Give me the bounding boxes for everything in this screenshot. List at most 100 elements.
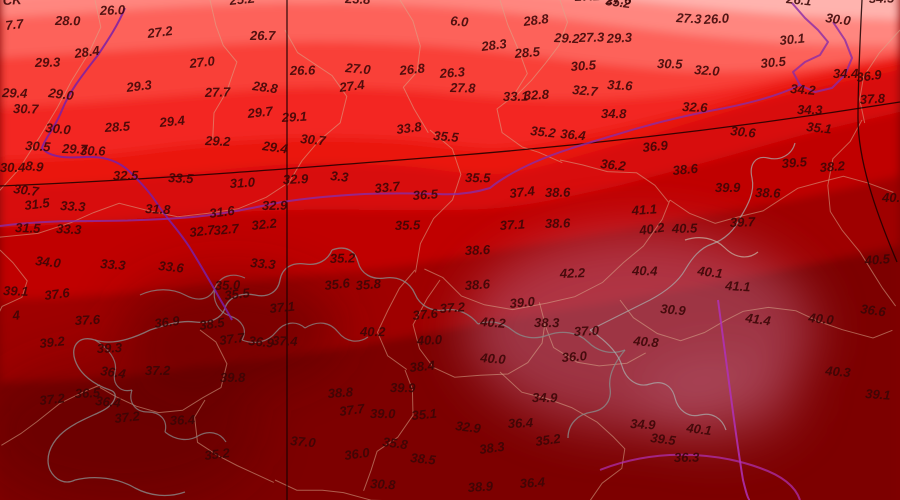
svg-text:40.2: 40.2	[359, 324, 386, 339]
svg-text:28.0: 28.0	[54, 13, 81, 28]
svg-text:36.9: 36.9	[642, 138, 669, 155]
svg-text:38.5: 38.5	[410, 450, 437, 468]
svg-text:35.2: 35.2	[330, 250, 357, 266]
svg-text:39.1: 39.1	[865, 386, 891, 403]
svg-text:37.4: 37.4	[272, 333, 299, 349]
svg-text:39.5: 39.5	[650, 430, 678, 448]
svg-text:30.7: 30.7	[13, 101, 39, 117]
svg-text:38.3: 38.3	[534, 315, 560, 330]
svg-text:34.3: 34.3	[797, 102, 823, 118]
svg-text:30.1: 30.1	[779, 30, 806, 48]
svg-text:39.8: 39.8	[220, 370, 246, 385]
svg-text:33.3: 33.3	[60, 198, 87, 214]
svg-text:29.3: 29.3	[34, 55, 61, 71]
svg-text:8.9: 8.9	[25, 158, 45, 175]
svg-text:37.2: 37.2	[439, 299, 466, 316]
svg-text:32.7: 32.7	[572, 82, 599, 99]
svg-text:30.0: 30.0	[45, 120, 72, 138]
svg-text:29.4: 29.4	[158, 112, 186, 130]
svg-text:37.6: 37.6	[412, 306, 439, 323]
svg-text:35.1: 35.1	[411, 406, 438, 423]
svg-text:39.7: 39.7	[730, 214, 757, 230]
svg-text:35.5: 35.5	[224, 285, 252, 303]
svg-text:27.0: 27.0	[188, 53, 217, 71]
svg-text:27.3: 27.3	[675, 10, 703, 27]
svg-text:32.9: 32.9	[283, 171, 310, 187]
svg-text:27.7: 27.7	[204, 84, 232, 100]
svg-text:38.6: 38.6	[545, 215, 571, 231]
svg-text:36.0: 36.0	[561, 348, 588, 365]
svg-text:35.6: 35.6	[324, 275, 352, 293]
svg-text:38.6: 38.6	[672, 161, 699, 178]
svg-text:39.9: 39.9	[390, 380, 416, 395]
svg-text:34.8: 34.8	[601, 106, 627, 121]
svg-text:36.4: 36.4	[519, 474, 546, 491]
svg-text:38.6: 38.6	[464, 276, 491, 293]
svg-text:39.0: 39.0	[370, 406, 396, 421]
svg-text:38.6: 38.6	[545, 185, 571, 200]
svg-text:38.8: 38.8	[327, 384, 354, 401]
svg-text:33.3: 33.3	[56, 221, 83, 237]
svg-text:26.0: 26.0	[702, 10, 730, 27]
svg-text:37.2: 37.2	[114, 408, 142, 426]
svg-text:35.8: 35.8	[355, 276, 382, 293]
svg-text:27.3: 27.3	[578, 29, 605, 45]
svg-text:31.5: 31.5	[24, 195, 52, 213]
svg-text:35.2: 35.2	[204, 445, 232, 463]
svg-text:39.0: 39.0	[509, 294, 536, 311]
svg-text:30.6: 30.6	[730, 123, 758, 141]
svg-text:31.8: 31.8	[145, 201, 172, 217]
svg-text:35.5: 35.5	[395, 217, 422, 233]
svg-text:40.8: 40.8	[632, 333, 660, 350]
svg-text:41.1: 41.1	[724, 278, 751, 294]
svg-text:28.5: 28.5	[103, 118, 131, 135]
svg-text:CK: CK	[2, 0, 23, 8]
svg-text:35.1: 35.1	[806, 119, 833, 137]
svg-text:36.3: 36.3	[674, 450, 700, 465]
svg-text:29.4: 29.4	[1, 85, 29, 101]
svg-text:32.6: 32.6	[682, 99, 709, 115]
svg-text:40.5: 40.5	[671, 220, 698, 236]
svg-text:32.7: 32.7	[189, 222, 217, 240]
svg-text:30.5: 30.5	[570, 57, 597, 74]
svg-text:30.8: 30.8	[370, 476, 397, 492]
svg-text:30.5: 30.5	[25, 138, 52, 154]
svg-text:29.3: 29.3	[605, 30, 633, 46]
svg-text:37.4: 37.4	[509, 183, 537, 201]
svg-text:28.5: 28.5	[513, 44, 541, 61]
svg-text:32.9: 32.9	[262, 198, 288, 213]
svg-text:34.5: 34.5	[869, 0, 895, 6]
svg-text:35.2: 35.2	[530, 123, 558, 141]
svg-text:33.5: 33.5	[168, 170, 195, 186]
svg-text:40.4: 40.4	[631, 263, 658, 279]
svg-text:33.3: 33.3	[250, 255, 277, 272]
svg-text:31.6: 31.6	[607, 77, 634, 93]
svg-text:31.5: 31.5	[15, 220, 42, 236]
svg-text:29.7: 29.7	[246, 103, 275, 121]
svg-text:7.7: 7.7	[5, 16, 25, 33]
svg-text:35.5: 35.5	[465, 170, 491, 185]
svg-text:37.0: 37.0	[573, 323, 600, 339]
svg-text:36.4: 36.4	[95, 393, 122, 410]
svg-text:35.5: 35.5	[433, 128, 460, 145]
svg-text:33.3: 33.3	[100, 256, 127, 273]
svg-text:34.9: 34.9	[532, 390, 558, 405]
svg-text:37.1: 37.1	[269, 299, 296, 316]
svg-text:30.5: 30.5	[657, 56, 683, 72]
svg-text:39.1: 39.1	[3, 283, 29, 299]
svg-text:32.8: 32.8	[523, 87, 550, 103]
svg-text:37.0: 37.0	[290, 433, 317, 450]
svg-text:29.2: 29.2	[204, 133, 232, 149]
svg-text:36.4: 36.4	[560, 126, 587, 143]
svg-text:34.2: 34.2	[790, 81, 817, 98]
svg-text:36.2: 36.2	[600, 156, 627, 174]
svg-text:39.5: 39.5	[781, 154, 808, 171]
svg-text:40.5: 40.5	[863, 251, 891, 268]
svg-text:36.4: 36.4	[508, 415, 535, 431]
svg-text:30.7: 30.7	[300, 131, 327, 148]
svg-text:36.9: 36.9	[248, 333, 275, 351]
svg-text:30.5: 30.5	[760, 54, 787, 71]
svg-text:6.0: 6.0	[450, 13, 470, 30]
svg-text:30.6: 30.6	[80, 143, 106, 159]
svg-text:3.3: 3.3	[330, 168, 350, 185]
